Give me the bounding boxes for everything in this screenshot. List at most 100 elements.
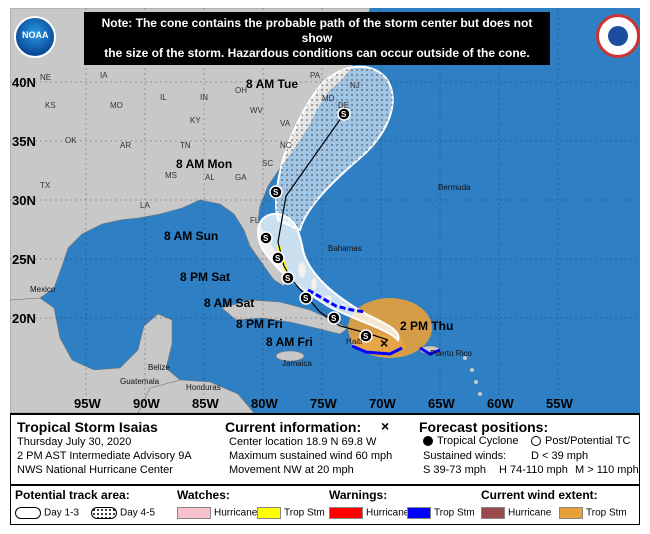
state-label: FL <box>250 216 260 225</box>
h-range: H 74-110 mph <box>499 464 568 476</box>
state-label: TN <box>180 141 191 150</box>
storm-name: Tropical Storm Isaias <box>17 419 158 435</box>
place-label-honduras: Honduras <box>186 383 221 392</box>
nws-logo-center-icon <box>608 26 628 46</box>
state-label: TX <box>40 181 51 190</box>
m-range: M > 110 mph <box>575 464 639 476</box>
lon-label: 55W <box>546 396 573 411</box>
max-wind: Maximum sustained wind 60 mph <box>229 450 393 462</box>
post-tc-icon <box>531 436 541 446</box>
forecast-time-label: 8 AM Fri <box>266 335 313 349</box>
state-label: VA <box>280 119 291 128</box>
state-label: AR <box>120 141 131 150</box>
nws-logo <box>596 14 640 58</box>
noaa-logo: NOAA <box>14 16 56 58</box>
state-label: LA <box>140 201 150 210</box>
note-line-1: Note: The cone contains the probable pat… <box>101 16 533 45</box>
state-label: KS <box>45 101 56 110</box>
forecast-points: S S S S S S S S × <box>259 107 388 351</box>
note-line-2: the size of the storm. Hazardous conditi… <box>104 46 530 60</box>
track-area-title: Potential track area: <box>15 488 130 502</box>
forecast-point-symbol: S <box>303 294 309 303</box>
state-label: IN <box>200 93 208 102</box>
hurricane-watch-legend: Hurricane <box>177 507 257 519</box>
state-label: OK <box>65 136 77 145</box>
forecast-point-icon <box>359 329 373 343</box>
forecast-time-label: 8 PM Fri <box>236 317 283 331</box>
lat-label: 25N <box>12 252 36 267</box>
forecast-point-icon <box>281 271 295 285</box>
forecast-point-icon <box>327 311 341 325</box>
ts-wind-swatch <box>559 507 583 519</box>
state-label: SC <box>262 159 273 168</box>
hurricane-watch-label: Hurricane <box>214 507 258 519</box>
state-label: NJ <box>350 81 360 90</box>
place-label-bermuda: Bermuda <box>438 183 471 192</box>
forecast-point-symbol: S <box>263 234 269 243</box>
place-label-belize: Belize <box>148 363 170 372</box>
place-label-mexico: Mexico <box>30 285 56 294</box>
cone-disclaimer-note: Note: The cone contains the probable pat… <box>84 12 550 65</box>
day45-legend: Day 4-5 <box>91 507 155 519</box>
place-label-puerto_rico: Puerto Rico <box>430 349 472 358</box>
hurricane-warning-label: Hurricane <box>366 507 410 519</box>
lesser-antilles <box>463 356 482 396</box>
forecast-time-label: 8 AM Sun <box>164 229 218 243</box>
tropical-cyclone-label: Tropical Cyclone <box>437 435 519 447</box>
state-label: WV <box>250 106 264 115</box>
current-info-title: Current information: <box>225 419 362 435</box>
forecast-time-label: 8 AM Mon <box>176 157 232 171</box>
wind-extent-title: Current wind extent: <box>481 488 598 502</box>
day45-label: Day 4-5 <box>120 507 156 519</box>
lon-label: 85W <box>192 396 219 411</box>
ts-wind-label: Trop Stm <box>586 507 627 519</box>
ts-warning-pr <box>419 346 441 356</box>
lon-label: 80W <box>251 396 278 411</box>
state-label: MO <box>110 101 123 110</box>
current-position-x-icon: × <box>381 418 390 434</box>
hurricane-wind-swatch <box>481 507 505 519</box>
day13-label: Day 1-3 <box>44 507 80 519</box>
warnings-title: Warnings: <box>329 488 388 502</box>
forecast-point-icon <box>299 291 313 305</box>
place-label-bahamas: Bahamas <box>328 244 362 253</box>
post-tc-label: Post/Potential TC <box>545 435 631 447</box>
forecast-point-symbol: S <box>275 254 281 263</box>
map-canvas: S S S S S S S S × 40N 35N 30N 25N 20N 95W 90W 85W 80W 75W… <box>10 8 640 413</box>
place-label-jamaica: Jamaica <box>282 359 312 368</box>
lon-label: 60W <box>487 396 514 411</box>
lat-label: 30N <box>12 193 36 208</box>
forecast-point-icon <box>269 185 283 199</box>
forecast-point-symbol: S <box>363 332 369 341</box>
lon-label: 65W <box>428 396 455 411</box>
state-label: AL <box>205 173 215 182</box>
day45-swatch <box>91 507 117 519</box>
state-label: GA <box>235 173 247 182</box>
forecast-positions-title: Forecast positions: <box>419 419 549 435</box>
hurricane-warning-swatch <box>329 507 363 519</box>
place-label-haiti: Haiti <box>346 337 362 346</box>
lat-label: 35N <box>12 134 36 149</box>
state-label: IL <box>160 93 167 102</box>
watches-title: Watches: <box>177 488 230 502</box>
noaa-logo-text: NOAA <box>22 30 49 40</box>
state-label: MS <box>165 171 177 180</box>
forecast-point-symbol: S <box>341 110 347 119</box>
jamaica <box>275 350 305 362</box>
ts-warning-legend: Trop Stm <box>407 507 475 519</box>
ts-warning-bahamas <box>307 288 367 314</box>
central-america <box>137 379 255 413</box>
ts-watch-label: Trop Stm <box>284 507 325 519</box>
state-label: NE <box>40 73 51 82</box>
movement: Movement NW at 20 mph <box>229 464 354 476</box>
ts-warning-hispaniola <box>351 344 403 356</box>
issuing-center: NWS National Hurricane Center <box>17 464 173 476</box>
lat-label: 20N <box>12 311 36 326</box>
forecast-track <box>277 113 389 341</box>
lat-lon-grid <box>10 8 640 398</box>
forecast-point-symbol: S <box>285 274 291 283</box>
state-label: OH <box>235 86 247 95</box>
d-range: D < 39 mph <box>531 450 589 462</box>
state-label: IA <box>100 71 108 80</box>
forecast-point-symbol: S <box>273 188 279 197</box>
